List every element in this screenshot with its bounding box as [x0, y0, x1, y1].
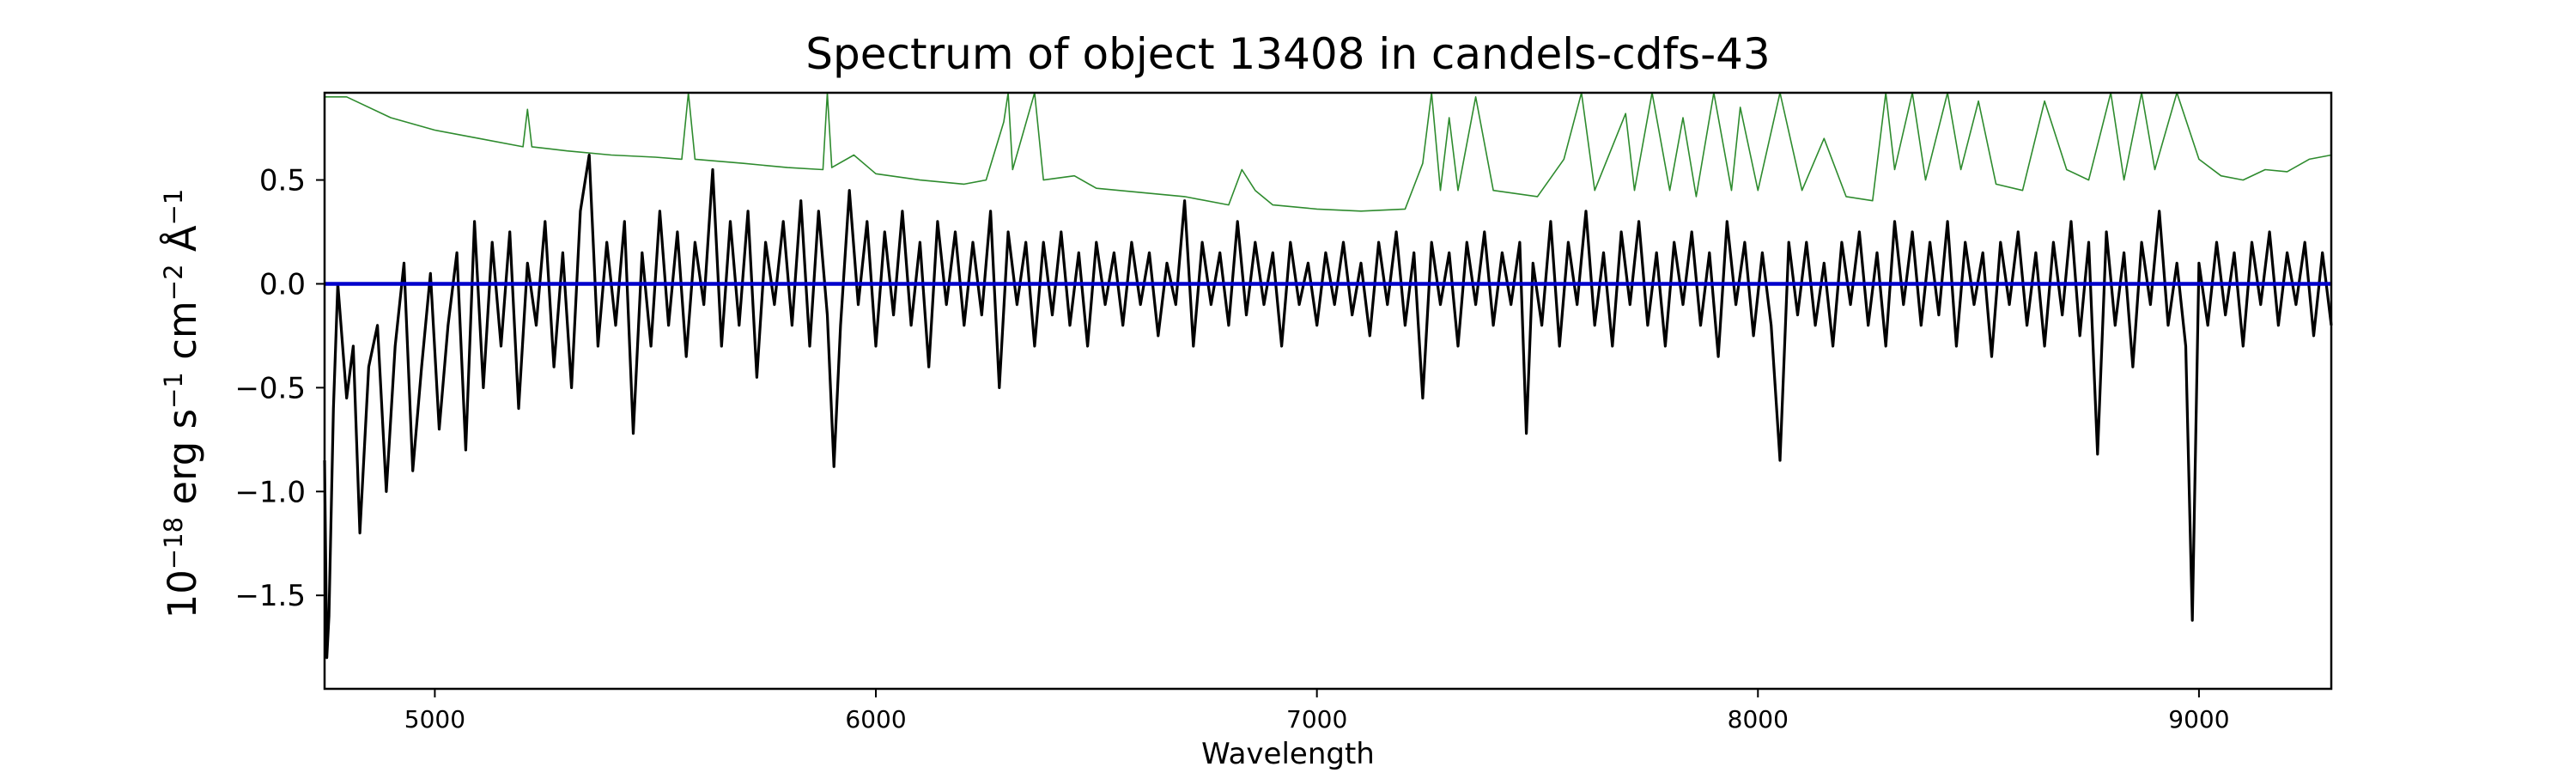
y-axis-label: 10−18 erg s−1 cm−2 Å−1 [159, 189, 205, 619]
y-axis-label-erg: erg s [160, 408, 205, 505]
y-axis-label-base: 10 [160, 569, 205, 619]
y-tick-label: −1.5 [234, 579, 306, 613]
x-tick-label: 5000 [404, 705, 465, 733]
error-series-line [325, 92, 2332, 212]
x-axis-label: Wavelength [1201, 737, 1375, 771]
x-tick-label: 6000 [845, 705, 906, 733]
y-tick-label: −1.0 [234, 475, 306, 509]
x-tick-label: 8000 [1728, 705, 1789, 733]
y-axis-label-exp3: −2 [159, 264, 188, 301]
chart-title: Spectrum of object 13408 in candels-cdfs… [805, 29, 1771, 79]
y-axis-label-exp2: −1 [159, 372, 188, 409]
y-tick-label: 0.0 [259, 267, 306, 301]
y-axis-label-ang: Å [160, 225, 205, 253]
y-tick-label: −0.5 [234, 371, 306, 405]
y-axis-label-exp1: −18 [159, 516, 188, 570]
y-axis-label-cm: cm [160, 301, 205, 360]
y-tick-label: 0.5 [259, 164, 306, 198]
axes-frame [323, 91, 2333, 691]
x-tick-label: 7000 [1286, 705, 1347, 733]
y-axis-label-exp4: −1 [159, 188, 188, 226]
flux-series-line [323, 153, 2333, 660]
x-tick-label: 9000 [2168, 705, 2229, 733]
